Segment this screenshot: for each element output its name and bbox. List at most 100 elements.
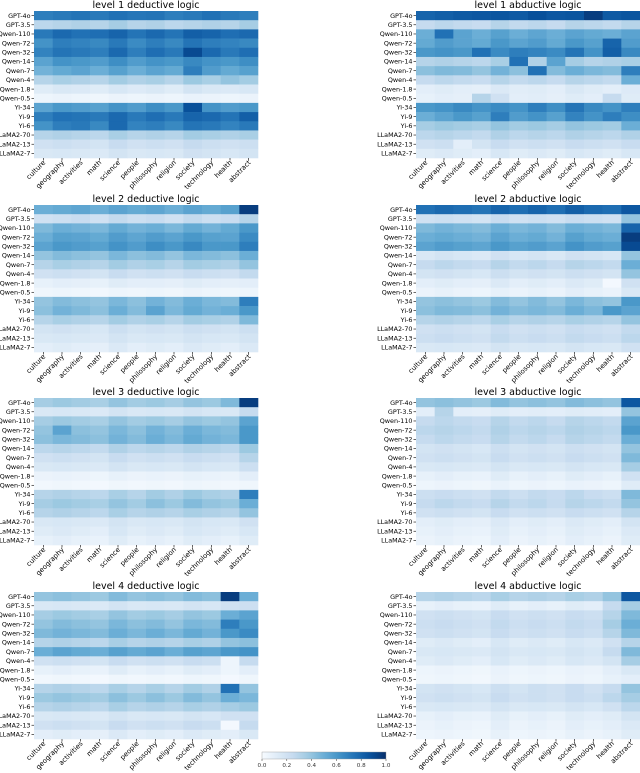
heatmap-cell bbox=[90, 260, 109, 270]
heatmap-cell bbox=[108, 526, 128, 537]
heatmap-cell bbox=[34, 693, 53, 703]
heatmap-cell bbox=[108, 683, 128, 694]
heatmap-cell bbox=[416, 11, 435, 21]
heatmap-cell bbox=[239, 729, 259, 740]
heatmap-cell bbox=[52, 619, 72, 630]
heatmap-cell bbox=[108, 647, 128, 657]
heatmap-cell bbox=[434, 130, 454, 140]
heatmap-cell bbox=[621, 287, 640, 298]
heatmap-cell bbox=[453, 453, 473, 463]
panel-title: level 2 deductive logic bbox=[92, 194, 199, 205]
heatmap-cell bbox=[472, 11, 491, 21]
heatmap-cell bbox=[584, 480, 603, 491]
heatmap-cell bbox=[565, 535, 585, 546]
heatmap-cell bbox=[127, 333, 147, 344]
heatmap-cell bbox=[164, 342, 184, 353]
heatmap-cell bbox=[490, 462, 510, 472]
heatmap-cell bbox=[164, 84, 184, 94]
heatmap-cell bbox=[127, 342, 147, 353]
heatmap-cell bbox=[602, 102, 622, 113]
heatmap-cell bbox=[416, 647, 435, 657]
heatmap-cell bbox=[164, 683, 184, 694]
heatmap-cell bbox=[584, 75, 603, 85]
heatmap-cell bbox=[602, 93, 622, 104]
heatmap-cell bbox=[528, 628, 547, 639]
heatmap-cell bbox=[220, 47, 240, 58]
heatmap-cell bbox=[146, 425, 165, 436]
heatmap-cell bbox=[220, 342, 240, 353]
heatmap-cell bbox=[472, 601, 491, 611]
heatmap-cell bbox=[90, 535, 109, 546]
heatmap-cell bbox=[546, 260, 566, 270]
heatmap-cell bbox=[434, 11, 454, 21]
panel-title: level 1 abductive logic bbox=[475, 0, 582, 11]
heatmap-cell bbox=[71, 674, 91, 685]
heatmap-cell bbox=[71, 66, 91, 76]
heatmap-cell bbox=[220, 508, 240, 518]
heatmap-cell bbox=[546, 665, 566, 675]
heatmap-cell bbox=[71, 407, 91, 417]
heatmap-cell bbox=[146, 278, 165, 288]
heatmap-cell bbox=[127, 601, 147, 611]
heatmap-cell bbox=[453, 517, 473, 527]
heatmap-cell bbox=[146, 637, 165, 648]
heatmap-cell bbox=[472, 214, 491, 224]
panel-title: level 4 abductive logic bbox=[475, 581, 582, 592]
heatmap-cell bbox=[220, 324, 240, 334]
heatmap-cell bbox=[453, 121, 473, 131]
row-label: Qwen-4 bbox=[6, 463, 31, 471]
heatmap-cell bbox=[602, 601, 622, 611]
heatmap-cell bbox=[416, 702, 435, 712]
heatmap-cell bbox=[528, 434, 547, 445]
column-label: religion bbox=[536, 546, 560, 570]
heatmap-cell bbox=[127, 260, 147, 270]
heatmap-cell bbox=[509, 720, 529, 731]
heatmap-cell bbox=[602, 407, 622, 417]
heatmap-cell bbox=[52, 324, 72, 334]
heatmap-cell bbox=[52, 278, 72, 288]
heatmap-cell bbox=[528, 398, 547, 408]
heatmap-cell bbox=[490, 112, 510, 122]
heatmap-cell bbox=[239, 223, 259, 233]
heatmap-cell bbox=[546, 278, 566, 288]
heatmap-cell bbox=[71, 398, 91, 408]
heatmap-cell bbox=[602, 260, 622, 270]
heatmap-cell bbox=[509, 610, 529, 620]
heatmap-cell bbox=[183, 693, 203, 703]
column-label: science bbox=[480, 546, 504, 570]
heatmap-cell bbox=[239, 56, 259, 67]
heatmap-cell bbox=[453, 93, 473, 104]
heatmap-cell bbox=[546, 324, 566, 334]
colorbar-tick-label: 0.2 bbox=[282, 763, 291, 769]
heatmap-cell bbox=[416, 38, 435, 49]
row-label: Yi-34 bbox=[396, 104, 413, 112]
heatmap-cell bbox=[621, 66, 640, 76]
heatmap-cell bbox=[164, 619, 184, 630]
heatmap-cell bbox=[108, 130, 128, 140]
heatmap-cell bbox=[220, 232, 240, 243]
heatmap-cell bbox=[52, 139, 72, 150]
heatmap-cell bbox=[621, 223, 640, 233]
heatmap-cell bbox=[602, 443, 622, 454]
heatmap-cell bbox=[621, 139, 640, 150]
heatmap-cell bbox=[621, 407, 640, 417]
heatmap-cell bbox=[127, 610, 147, 620]
heatmap-cell bbox=[146, 711, 165, 721]
heatmap-cell bbox=[602, 434, 622, 445]
heatmap-cell bbox=[34, 637, 53, 648]
heatmap-cell bbox=[52, 241, 72, 252]
heatmap-cell bbox=[239, 333, 259, 344]
heatmap-cell bbox=[416, 278, 435, 288]
heatmap-cell bbox=[528, 508, 547, 518]
heatmap-cell bbox=[183, 278, 203, 288]
heatmap-cell bbox=[528, 453, 547, 463]
heatmap-cell bbox=[164, 139, 184, 150]
heatmap-cell bbox=[416, 306, 435, 316]
heatmap-cell bbox=[434, 260, 454, 270]
heatmap-cell bbox=[509, 324, 529, 334]
heatmap-cell bbox=[183, 619, 203, 630]
heatmap-cell bbox=[220, 260, 240, 270]
heatmap-cell bbox=[34, 333, 53, 344]
heatmap-cell bbox=[127, 656, 147, 666]
heatmap-cell bbox=[146, 333, 165, 344]
